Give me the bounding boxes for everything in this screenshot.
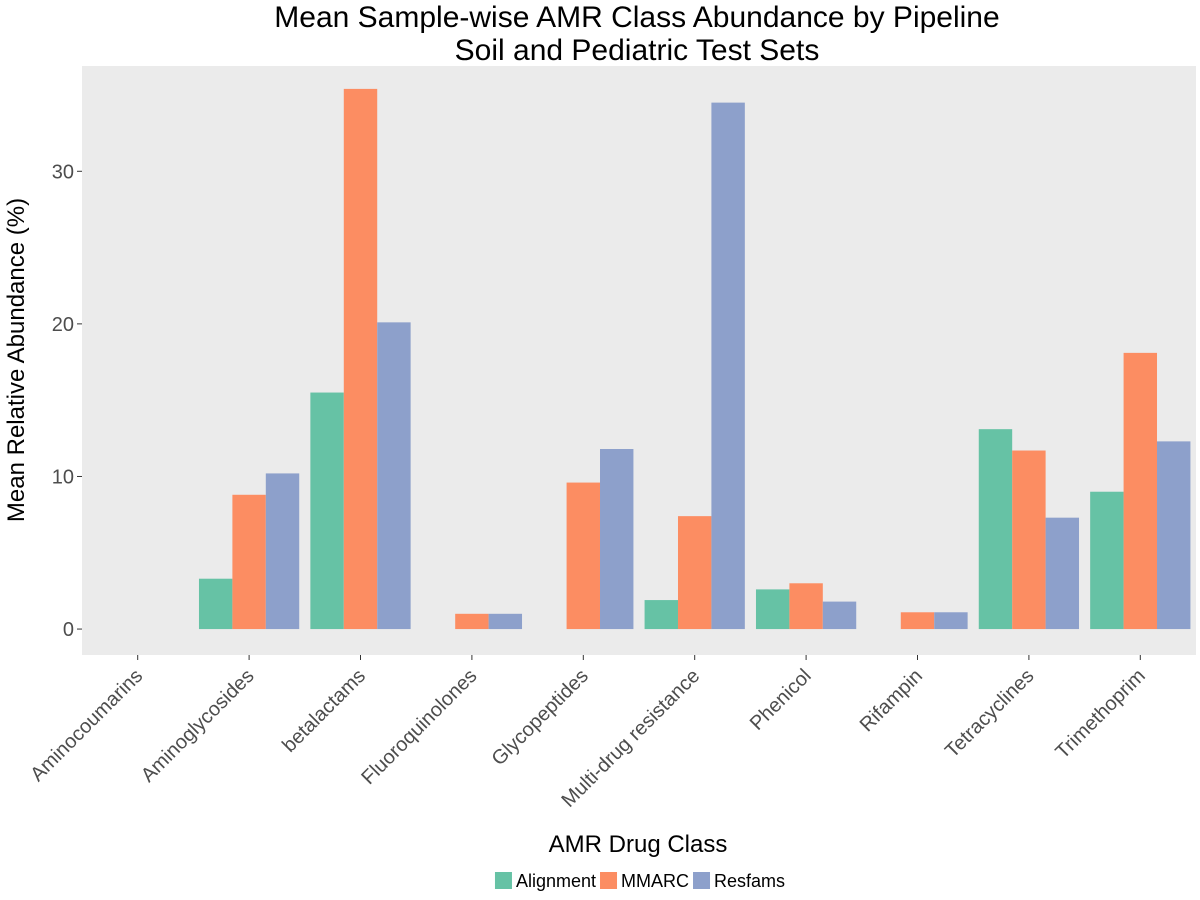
bar-alignment-betalactams — [310, 392, 344, 630]
legend-label-mmarc: MMARC — [621, 871, 689, 891]
bar-alignment-tetracyclines — [978, 429, 1013, 630]
bar-resfams-phenicol — [822, 601, 857, 630]
bar-resfams-aminoglycosides — [265, 473, 300, 630]
y-tick-label: 30 — [52, 161, 74, 183]
x-tick-label: Aminoglycosides — [137, 665, 259, 787]
bar-mmarc-betalactams — [343, 88, 378, 630]
x-tick-label: Trimethoprim — [1052, 665, 1150, 763]
bar-mmarc-trimethoprim — [1123, 352, 1158, 630]
x-tick-label: Glycopeptides — [488, 665, 593, 770]
bar-resfams-rifampin — [934, 612, 968, 630]
y-axis: 0 10 20 30 — [52, 161, 82, 641]
bar-alignment-phenicol — [755, 589, 790, 630]
bar-resfams-tetracyclines — [1045, 517, 1080, 630]
x-tick-label: Rifampin — [856, 665, 927, 736]
bar-mmarc-glycopeptides — [566, 482, 601, 630]
bar-mmarc-rifampin — [900, 612, 935, 630]
y-tick-label: 0 — [63, 619, 74, 641]
bar-mmarc-multi-drug-resistance — [677, 516, 712, 630]
x-tick-label: Tetracyclines — [941, 665, 1038, 762]
x-tick-label: Fluoroquinolones — [357, 665, 481, 789]
bar-resfams-glycopeptides — [600, 449, 634, 630]
y-tick-label: 20 — [52, 314, 74, 336]
legend-label-resfams: Resfams — [714, 871, 785, 891]
bar-resfams-multi-drug-resistance — [711, 102, 745, 630]
legend: Alignment MMARC Resfams — [494, 871, 785, 891]
x-tick-label: betalactams — [278, 665, 370, 757]
x-tick-label: Phenicol — [746, 665, 816, 735]
bar-alignment-trimethoprim — [1090, 491, 1124, 630]
y-tick-label: 10 — [52, 466, 74, 488]
bar-mmarc-aminoglycosides — [232, 494, 266, 630]
bar-alignment-aminoglycosides — [198, 578, 233, 630]
bar-alignment-multi-drug-resistance — [644, 600, 678, 630]
x-axis-title: AMR Drug Class — [549, 831, 728, 858]
bar-resfams-betalactams — [377, 322, 411, 630]
bar-resfams-trimethoprim — [1157, 441, 1191, 630]
bar-mmarc-phenicol — [789, 583, 823, 630]
bar-resfams-fluoroquinolones — [488, 613, 523, 630]
chart-subtitle: Soil and Pediatric Test Sets — [455, 34, 820, 67]
y-axis-title: Mean Relative Abundance (%) — [3, 198, 30, 522]
x-tick-label: Aminocoumarins — [26, 665, 147, 786]
legend-key-mmarc — [600, 872, 618, 889]
bar-mmarc-tetracyclines — [1012, 450, 1046, 630]
legend-label-alignment: Alignment — [516, 871, 596, 891]
legend-key-alignment — [494, 872, 512, 889]
legend-key-resfams — [693, 872, 711, 889]
bars-layer — [198, 88, 1191, 630]
bar-mmarc-fluoroquinolones — [455, 613, 489, 630]
chart-title: Mean Sample-wise AMR Class Abundance by … — [274, 1, 999, 34]
